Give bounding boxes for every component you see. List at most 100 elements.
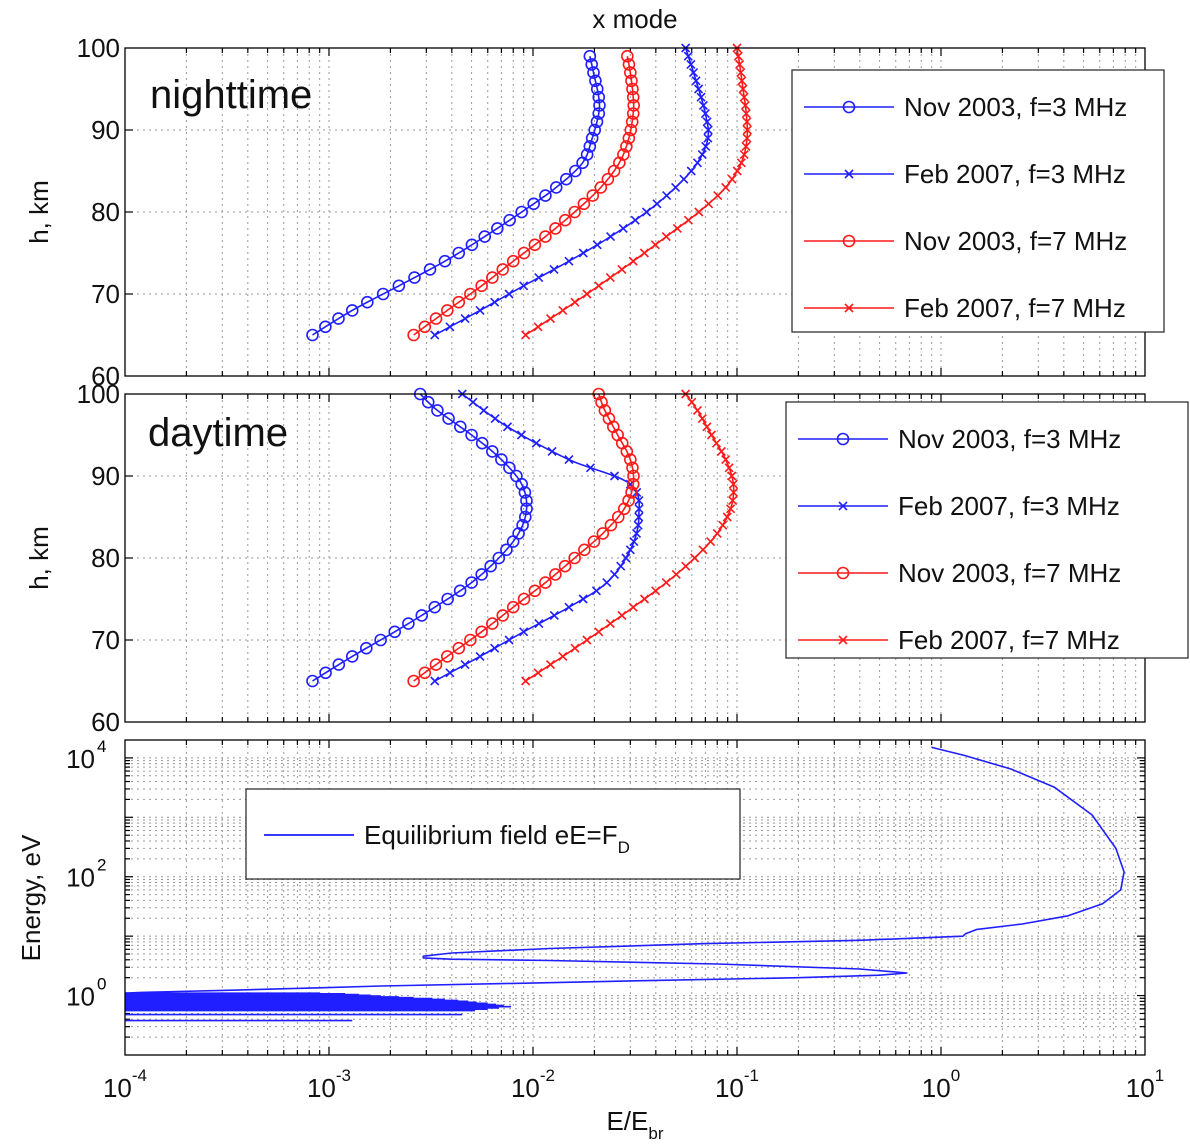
data-point-circle [601, 172, 615, 186]
x-axis-label-subscript: br [648, 1124, 663, 1143]
x-tick-label: 10-4 [103, 1066, 147, 1103]
data-point-x [558, 651, 568, 661]
data-point-circle [626, 90, 640, 104]
data-point-x [582, 289, 592, 299]
y-tick-label: 90 [91, 461, 120, 491]
data-point-circle [486, 445, 499, 458]
data-point-x [661, 232, 671, 242]
data-point-x [460, 660, 470, 670]
data-point-circle [495, 453, 508, 466]
data-point-circle [306, 328, 319, 342]
data-point-x [570, 643, 580, 653]
legend-daytime: Nov 2003, f=3 MHz Feb 2007, f=3 MHz Nov 20… [785, 401, 1189, 659]
x-tick-base: 10 [922, 1073, 951, 1103]
y-tick-label: 10 [66, 982, 95, 1012]
panel-daytime: 60 70 80 90 100 daytime h, km Nov 2003, f=3 … [24, 379, 1189, 737]
panel-daytime-series [306, 387, 739, 688]
data-point-circle [402, 617, 415, 630]
data-point-x [736, 158, 746, 168]
data-point-x [634, 496, 644, 506]
data-point-x [605, 619, 615, 629]
data-point-circle [478, 230, 492, 243]
data-point-circle [415, 609, 429, 622]
data-point-circle [503, 461, 516, 475]
data-point-circle [438, 254, 452, 268]
data-point-x [724, 463, 734, 473]
y-tick-label: 60 [91, 361, 120, 391]
legend-box [791, 69, 1165, 333]
data-point-circle [465, 576, 478, 589]
legend-entry-label: Feb 2007, f=3 MHz [904, 159, 1126, 189]
data-point-x [742, 133, 752, 143]
data-point-x [490, 414, 500, 424]
data-point-circle [345, 650, 359, 663]
data-point-circle [475, 568, 488, 581]
series-line [413, 393, 635, 682]
data-point-x [521, 330, 531, 340]
data-point-circle [465, 428, 478, 442]
data-point-circle [626, 107, 640, 120]
data-point-x [672, 223, 682, 233]
data-point-circle [492, 551, 506, 565]
data-point-x [702, 117, 712, 127]
data-point-circle [440, 304, 454, 317]
data-point-x [686, 166, 696, 176]
data-point-circle [388, 625, 402, 639]
data-point-x [721, 455, 731, 465]
data-point-x [718, 520, 728, 530]
data-point-x [844, 169, 854, 179]
data-point-x [605, 232, 616, 242]
x-tick-label: 101 [1126, 1066, 1164, 1103]
y-tick-label: 70 [91, 625, 120, 655]
series-line [525, 393, 735, 682]
panel-daytime-ticks: 60 70 80 90 100 [77, 379, 120, 737]
data-point-x [585, 463, 596, 473]
data-point-x [460, 314, 470, 324]
y-tick-label: 100 [77, 379, 120, 409]
data-point-x [621, 553, 631, 563]
y-axis-label-energy: Energy, eV [16, 834, 46, 961]
data-point-x [549, 610, 559, 620]
data-point-x [696, 92, 706, 102]
data-point-circle [611, 510, 625, 524]
x-tick-exponent: -3 [336, 1066, 351, 1085]
data-point-circle [421, 395, 435, 409]
data-point-circle [624, 66, 637, 79]
data-point-x [713, 191, 723, 201]
legend-entry-label: Feb 2007, f=3 MHz [898, 491, 1120, 521]
data-point-circle [486, 617, 499, 630]
y-tick-label: 80 [91, 197, 120, 227]
x-tick-label: 10-3 [307, 1066, 351, 1103]
data-point-circle [319, 320, 332, 334]
x-tick-base: 10 [307, 1073, 336, 1103]
data-point-x [671, 569, 681, 579]
y-tick-exponent: 4 [97, 737, 106, 756]
data-point-x [445, 322, 455, 332]
data-point-circle [624, 123, 638, 137]
data-point-circle [345, 304, 359, 317]
data-point-circle [625, 486, 638, 499]
data-point-circle [593, 99, 606, 112]
data-point-circle [517, 246, 531, 260]
data-point-x [702, 422, 712, 432]
data-point-x [692, 405, 703, 415]
data-point-circle [620, 140, 633, 153]
data-point-circle [583, 140, 597, 153]
data-point-circle [484, 559, 497, 573]
data-point-x [519, 281, 529, 291]
legend-energy: Equilibrium field eE=FD [245, 788, 741, 880]
data-point-x [727, 174, 737, 184]
y-tick-label: 10 [66, 863, 95, 893]
data-point-circle [376, 287, 390, 301]
data-point-circle [627, 99, 640, 112]
data-point-x [570, 297, 580, 307]
data-point-x [531, 438, 541, 448]
data-point-x [479, 405, 489, 415]
x-tick-label: 100 [922, 1066, 960, 1103]
x-axis-label-main: E/E [606, 1106, 648, 1136]
data-point-circle [428, 600, 442, 614]
data-point-x [605, 273, 615, 283]
data-point-circle [500, 543, 513, 557]
y-tick-base: 10 [66, 982, 95, 1012]
